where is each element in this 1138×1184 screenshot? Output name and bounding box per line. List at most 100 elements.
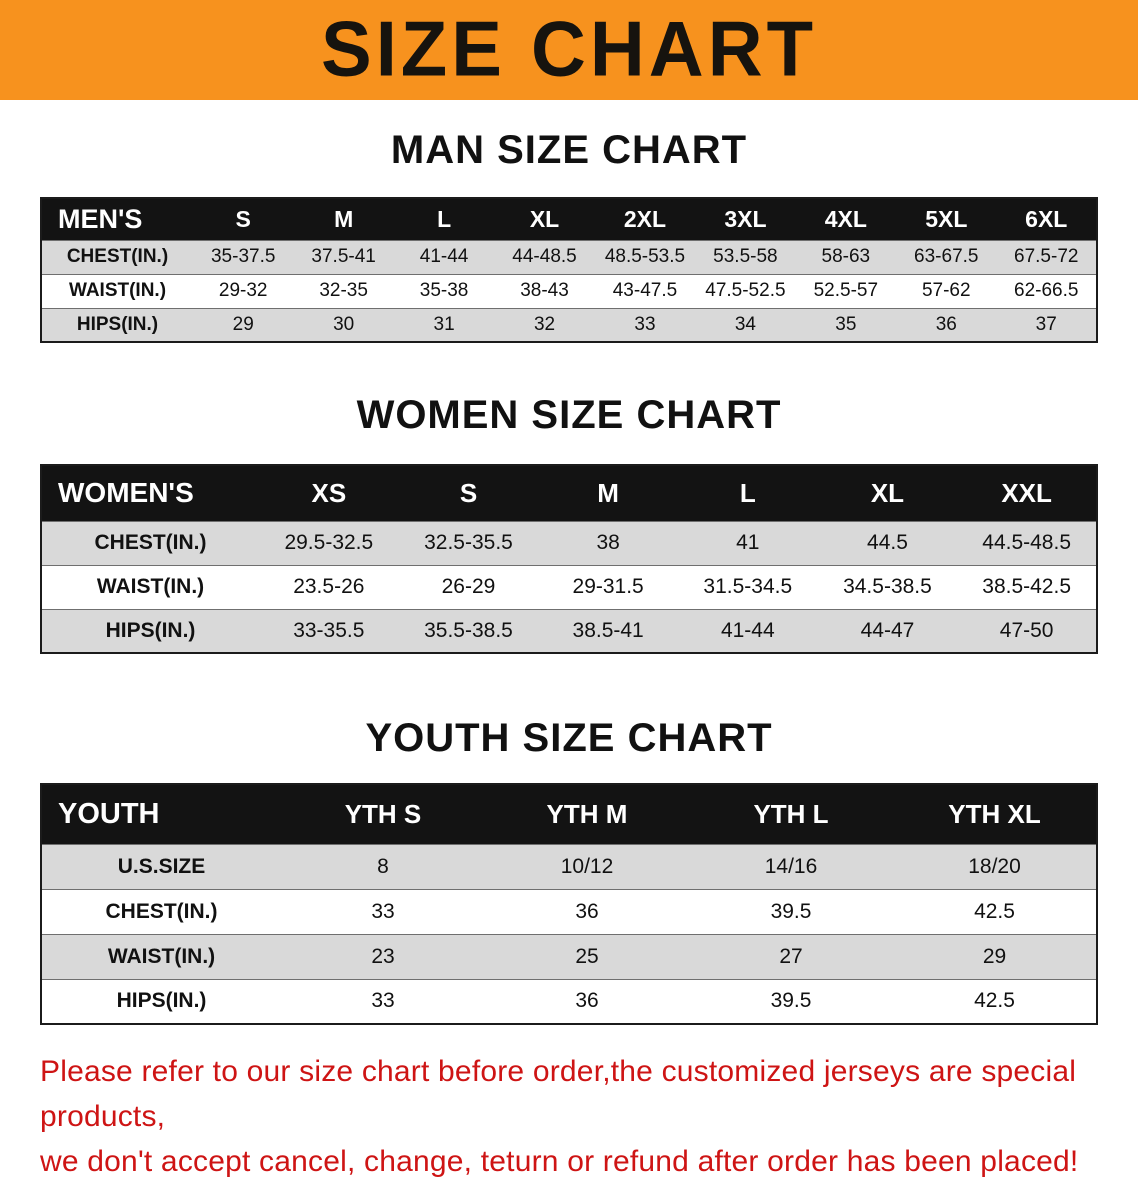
- women-size-chart-heading: WOMEN SIZE CHART: [356, 393, 782, 437]
- table-group-label: YOUTH: [58, 797, 160, 830]
- table-row: HIPS(IN.) 33 36 39.5 42.5: [41, 979, 1097, 1024]
- row-label: HIPS(IN.): [116, 989, 207, 1013]
- size-value-cell: 32.5-35.5: [424, 531, 513, 554]
- size-value-cell: 32: [533, 313, 556, 335]
- size-value-cell: 63-67.5: [914, 246, 979, 267]
- women-table-header-row: WOMEN'S XS S M L XL XXL: [41, 465, 1097, 521]
- size-column-header: XXL: [1001, 477, 1052, 508]
- size-value-cell: 31.5-34.5: [703, 575, 793, 598]
- size-value-cell: 42.5: [974, 899, 1015, 923]
- youth-size-chart-heading: YOUTH SIZE CHART: [365, 716, 773, 760]
- size-column-header: XL: [529, 205, 560, 232]
- table-row: WAIST(IN.) 23 25 27 29: [41, 934, 1097, 979]
- size-value-cell: 10/12: [560, 854, 614, 878]
- size-column-header: S: [459, 477, 478, 508]
- size-column-header: YTH XL: [948, 798, 1041, 829]
- row-label: CHEST(IN.): [66, 246, 169, 267]
- size-column-header: L: [739, 477, 756, 508]
- banner-title: SIZE CHART: [321, 6, 817, 93]
- size-value-cell: 29-32: [218, 280, 268, 301]
- size-column-header: 3XL: [724, 205, 767, 232]
- size-value-cell: 37.5-41: [311, 246, 376, 267]
- size-column-header: YTH S: [344, 798, 422, 829]
- size-value-cell: 33-35.5: [293, 618, 365, 642]
- size-value-cell: 62-66.5: [1014, 280, 1079, 301]
- row-label: CHEST(IN.): [105, 899, 218, 923]
- size-value-cell: 33: [371, 989, 395, 1013]
- size-value-cell: 42.5: [974, 989, 1015, 1013]
- size-value-cell: 38.5-42.5: [982, 575, 1072, 598]
- size-value-cell: 44.5-48.5: [982, 531, 1072, 554]
- size-column-header: S: [235, 205, 251, 232]
- size-column-header: YTH L: [753, 798, 829, 829]
- size-value-cell: 67.5-72: [1014, 246, 1079, 267]
- man-size-chart-heading: MAN SIZE CHART: [390, 128, 748, 172]
- size-column-header: M: [597, 477, 619, 508]
- size-value-cell: 43-47.5: [612, 280, 678, 301]
- table-row: CHEST(IN.) 33 36 39.5 42.5: [41, 889, 1097, 934]
- size-value-cell: 52.5-57: [813, 280, 879, 301]
- size-column-header: 2XL: [623, 205, 667, 232]
- youth-size-table: YOUTH YTH S YTH M YTH L YTH XL U.S.SIZE 8 10/1…: [40, 783, 1098, 1025]
- size-value-cell: 18/20: [968, 854, 1021, 878]
- size-value-cell: 34: [734, 313, 756, 335]
- row-label: HIPS(IN.): [105, 618, 196, 642]
- size-value-cell: 47-50: [999, 618, 1054, 642]
- men-table-header-row: MEN'S S M L XL 2XL 3XL 4XL 5XL 6XL: [41, 198, 1097, 240]
- size-value-cell: 38.5-41: [572, 618, 644, 642]
- youth-size-table-section: YOUTH YTH S YTH M YTH L YTH XL U.S.SIZE 8 10/1…: [0, 783, 1138, 1025]
- size-value-cell: 14/16: [764, 854, 818, 878]
- size-value-cell: 29-31.5: [572, 575, 644, 598]
- size-value-cell: 47.5-52.5: [705, 280, 786, 301]
- size-value-cell: 41-44: [419, 246, 469, 267]
- size-value-cell: 31: [433, 313, 455, 335]
- disclaimer-line-2: we don't accept cancel, change, teturn o…: [40, 1145, 1079, 1178]
- row-label: WAIST(IN.): [68, 280, 167, 301]
- women-size-table-section: WOMEN'S XS S M L XL XXL CHEST(IN.) 29.5-32.5 32.…: [0, 464, 1138, 654]
- size-value-cell: 29.5-32.5: [284, 531, 374, 554]
- size-value-cell: 36: [575, 989, 599, 1013]
- size-value-cell: 44.5: [867, 531, 908, 554]
- size-value-cell: 33: [634, 313, 656, 335]
- row-label: CHEST(IN.): [94, 531, 207, 554]
- table-row: WAIST(IN.) 29-32 32-35 35-38 38-43 43-47.5 47.…: [41, 274, 1097, 308]
- row-label: WAIST(IN.): [107, 944, 216, 968]
- size-value-cell: 44-47: [860, 618, 915, 642]
- size-value-cell: 44-48.5: [512, 246, 577, 267]
- size-value-cell: 37: [1035, 313, 1057, 335]
- men-size-table: MEN'S S M L XL 2XL 3XL 4XL 5XL 6XL CHEST(IN.) 35-3…: [40, 197, 1098, 343]
- size-value-cell: 26-29: [441, 575, 496, 598]
- size-value-cell: 39.5: [770, 989, 812, 1013]
- size-value-cell: 29: [982, 944, 1007, 968]
- size-value-cell: 36: [935, 313, 957, 335]
- size-value-cell: 29: [232, 313, 254, 335]
- disclaimer-text: Please refer to our size chart before or…: [40, 1049, 1108, 1184]
- size-value-cell: 57-62: [921, 280, 971, 301]
- table-row: WAIST(IN.) 23.5-26 26-29 29-31.5 31.5-34.5 34…: [41, 565, 1097, 609]
- size-value-cell: 38: [596, 531, 620, 554]
- row-label: U.S.SIZE: [117, 854, 206, 878]
- women-size-table: WOMEN'S XS S M L XL XXL CHEST(IN.) 29.5-32.5 32.…: [40, 464, 1098, 654]
- youth-table-header-row: YOUTH YTH S YTH M YTH L YTH XL: [41, 784, 1097, 844]
- size-value-cell: 35-38: [419, 280, 469, 301]
- size-value-cell: 35: [835, 313, 857, 335]
- size-value-cell: 39.5: [770, 899, 812, 923]
- table-row: HIPS(IN.) 29 30 31 32 33 34 35 36 37: [41, 308, 1097, 342]
- table-row: CHEST(IN.) 29.5-32.5 32.5-35.5 38 41 44.5 44.5…: [41, 521, 1097, 565]
- size-column-header: L: [437, 205, 452, 232]
- size-chart-banner: SIZE CHART: [0, 0, 1138, 100]
- size-value-cell: 58-63: [821, 246, 871, 267]
- size-column-header: M: [334, 205, 354, 232]
- table-group-label: MEN'S: [58, 203, 143, 234]
- row-label: HIPS(IN.): [76, 313, 159, 335]
- table-row: CHEST(IN.) 35-37.5 37.5-41 41-44 44-48.5 48.5…: [41, 240, 1097, 274]
- size-value-cell: 41: [736, 531, 760, 554]
- size-value-cell: 23: [371, 944, 395, 968]
- size-value-cell: 33: [371, 899, 395, 923]
- size-value-cell: 38-43: [520, 280, 569, 301]
- disclaimer-line-1: Please refer to our size chart before or…: [40, 1055, 1077, 1133]
- men-size-table-section: MEN'S S M L XL 2XL 3XL 4XL 5XL 6XL CHEST(IN.) 35-3…: [0, 197, 1138, 343]
- size-value-cell: 8: [377, 854, 389, 878]
- size-value-cell: 35.5-38.5: [424, 618, 513, 642]
- size-value-cell: 32-35: [319, 280, 368, 301]
